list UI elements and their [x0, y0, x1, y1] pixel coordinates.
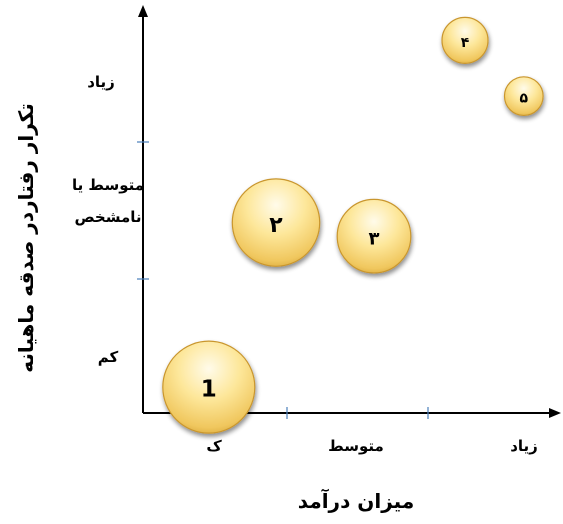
x-tick-label: متوسط	[328, 437, 384, 455]
y-axis-title: تکرار رفتاردر صدقه ماهیانه	[14, 103, 38, 373]
bubble: ۴	[441, 16, 489, 64]
y-tick-label: متوسط یا نامشخص	[72, 176, 144, 226]
x-axis-title: میزان درآمد	[298, 488, 414, 513]
bubble-circle	[231, 178, 321, 267]
bubble: ۵	[503, 76, 544, 117]
bubble: 1	[162, 340, 256, 434]
bubble-label: 1	[201, 377, 217, 403]
y-tick-label-line: متوسط یا	[72, 176, 144, 194]
bubble-circle	[441, 16, 489, 64]
bubble-circle	[162, 340, 256, 434]
x-tick-label: ک	[206, 437, 222, 455]
bubble-label: ۵	[520, 90, 529, 106]
bubble: ۳	[336, 198, 412, 274]
bubble: ۲	[231, 178, 321, 267]
y-axis-arrow	[138, 5, 148, 17]
y-tick-label: زیاد	[87, 73, 115, 91]
bubble-label: ۴	[461, 35, 470, 51]
y-tick-label: کم	[98, 348, 119, 366]
y-tick-label-line: نامشخص	[74, 208, 141, 226]
x-tick-label: زیاد	[510, 437, 538, 455]
bubble-circle	[336, 198, 412, 274]
bubble-label: ۳	[369, 229, 380, 250]
bubble-circle	[503, 76, 544, 117]
bubble-label: ۲	[269, 213, 283, 238]
bubbles: 1 ۲ ۳ ۴ ۵	[162, 16, 544, 434]
x-axis-arrow	[549, 408, 561, 418]
